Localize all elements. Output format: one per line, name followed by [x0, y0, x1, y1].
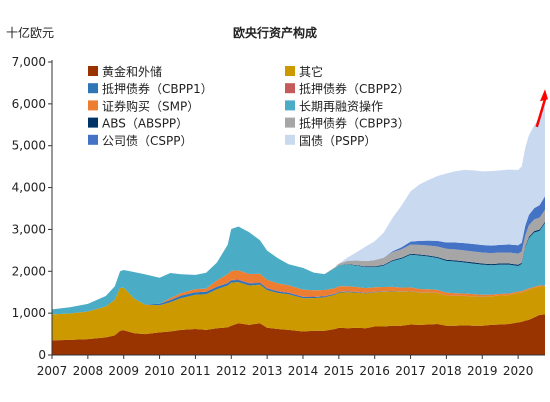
legend-label: ABS（ABSPP）	[102, 117, 188, 131]
area-series-1	[52, 314, 545, 355]
legend-label: 国债（PSPP）	[299, 134, 376, 148]
areas-layer	[52, 104, 545, 355]
y-unit-label: 十亿欧元	[6, 25, 54, 40]
y-tick-label: 3,000	[12, 222, 46, 236]
y-tick-label: 5,000	[12, 139, 46, 153]
legend-item: 抵押债券（CBPP1）	[88, 81, 213, 96]
legend-label: 公司债（CSPP）	[102, 134, 192, 148]
legend-item: 公司债（CSPP）	[88, 134, 192, 148]
y-tick-label: 1,000	[12, 306, 46, 320]
legend-item: 长期再融资操作	[285, 98, 383, 113]
x-tick-label: 2018	[431, 364, 462, 378]
area-series-2	[52, 282, 545, 341]
area-series-10	[52, 104, 545, 310]
legend-label: 抵押债券（CBPP2）	[299, 81, 410, 96]
x-tick-label: 2016	[359, 364, 390, 378]
y-tick-label: 6,000	[12, 97, 46, 111]
x-tick-label: 2013	[252, 364, 283, 378]
area-series-8	[52, 209, 545, 310]
x-tick-label: 2009	[108, 364, 139, 378]
legend-swatch	[285, 66, 295, 76]
legend-item: 其它	[285, 64, 323, 79]
legend-item: ABS（ABSPP）	[88, 117, 188, 131]
area-series-5	[52, 270, 545, 315]
x-tick-label: 2017	[395, 364, 426, 378]
annotation-arrow-head	[540, 89, 548, 102]
legend-swatch	[88, 66, 98, 76]
x-tick-label: 2020	[503, 364, 534, 378]
legend-item: 证券购买（SMP）	[88, 98, 199, 113]
area-series-6	[52, 222, 545, 315]
annotation-arrow-shaft	[535, 98, 547, 128]
x-tick-label: 2008	[73, 364, 104, 378]
legend-item: 抵押债券（CBPP2）	[285, 81, 410, 96]
legend-label: 证券购买（SMP）	[102, 98, 199, 113]
legend-swatch	[88, 134, 98, 145]
legend-swatch	[285, 83, 295, 94]
legend-label: 长期再融资操作	[299, 98, 383, 113]
legend-label: 其它	[299, 64, 323, 79]
y-tick-label: 0	[38, 348, 46, 362]
x-tick-label: 2007	[37, 364, 68, 378]
x-tick-label: 2014	[288, 364, 319, 378]
y-tick-label: 4,000	[12, 181, 46, 195]
legend-label: 黄金和外储	[102, 64, 162, 79]
axes-layer: 0 1,000 2,000 3,000 4,000 5,000 6,000 7,000 2007…	[12, 55, 545, 378]
legend-swatch	[88, 83, 98, 94]
x-tick-label: 2019	[467, 364, 498, 378]
x-tick-label: 2010	[144, 364, 175, 378]
legend-item: 黄金和外储	[88, 64, 162, 79]
legend-swatch	[88, 117, 98, 128]
annotation-layer	[535, 89, 548, 128]
legend-label: 抵押债券（CBPP1）	[102, 81, 213, 96]
y-tick-label: 7,000	[12, 55, 46, 69]
legend-swatch	[285, 117, 295, 128]
legend-label: 抵押债券（CBPP3）	[299, 116, 410, 131]
legend-swatch	[285, 134, 295, 145]
x-tick-label: 2011	[180, 364, 211, 378]
chart-title: 欧央行资产构成	[233, 25, 317, 40]
legend-item: 抵押债券（CBPP3）	[285, 116, 410, 131]
x-tick-label: 2012	[216, 364, 247, 378]
legend-swatch	[285, 100, 295, 111]
legend-swatch	[88, 100, 98, 111]
y-tick-label: 2,000	[12, 264, 46, 278]
legend-item: 国债（PSPP）	[285, 134, 376, 148]
x-tick-label: 2015	[324, 364, 355, 378]
